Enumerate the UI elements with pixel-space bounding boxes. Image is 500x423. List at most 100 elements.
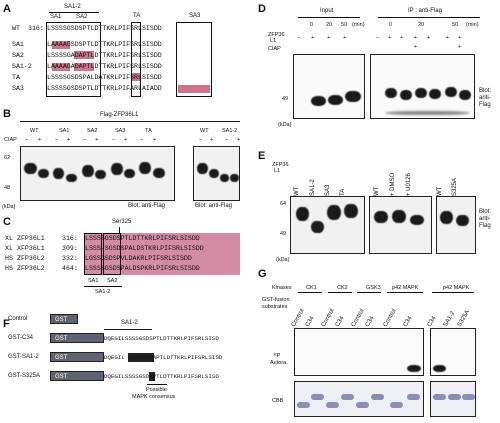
panel-b-title: Flag-ZFP36L1 [100,112,139,118]
panel-a-row-sa2-seq: LSSSSGADAPTLDTTKRLPIFSRLSISDD [47,52,162,59]
b-sign-7: + [124,137,128,143]
c-ser-arrow [119,227,120,233]
panel-a-row-wt-pos: 316: [28,25,44,32]
sa3-group-box [176,22,212,97]
e-lane-u0126: + U0126 [406,173,412,196]
e-blot-1 [290,196,365,254]
b-kda: (kDa) [2,204,16,210]
g-sub-0: Control [290,308,306,328]
f-row3-highlight [149,372,155,381]
e-lane-s325a: S325A [452,177,458,196]
c-row1-sp: XL [5,245,13,252]
panel-a-row-sa1-name: SA1 [12,41,24,48]
g-signal [407,365,421,372]
panel-b-label: B [3,108,11,120]
e-band [374,211,388,223]
g-32p: ³²P [273,353,281,359]
b-sign-8: − [140,137,144,143]
g-kinases: Kinases [272,285,292,291]
d-time-20b: 20 [418,22,425,28]
b-blot-label-2: Blot: anti-Flag [195,203,233,209]
g-cbb-band [448,394,461,400]
d-band [328,95,343,105]
g-cbb-band [371,394,384,400]
b-sign-0: − [25,137,29,143]
sa2-highlight [74,51,94,59]
g-cbb-band [356,402,369,408]
sa12-group-box [46,22,101,97]
d-blot-ip [370,54,475,119]
g-line-ck1 [298,292,322,293]
e-blot-2 [369,196,432,254]
panel-a-row-sa3-seq: LSSSSGSDSPTLDTTKRLPIFARLAIADD [47,85,162,92]
sa3-group-label: SA3 [189,13,201,19]
sa1-group-label: SA1 [50,14,62,20]
panel-a-row-ta-name: TA [12,74,20,81]
c-sa12-line [84,286,122,287]
c-row1-name: XFP36L1 [17,245,45,252]
c-pink-block [84,233,240,275]
c-sa12-label: SA1-2 [95,289,111,295]
c-row1-pos: 309: [62,245,78,252]
d-sign-b: + [311,35,315,41]
e-band [296,207,309,221]
g-cbb-band [311,394,324,400]
e-band [344,204,358,218]
g-k-ck1: CK1 [306,285,317,291]
f-row0-name: Control [8,316,28,322]
f-row3-name: GST-S325A [8,373,41,379]
e-lane-wt: WT [294,186,300,196]
e-lane-wt2: WT [374,186,380,196]
c-sa2-box [103,233,121,275]
g-sub-9: SA1-2 [442,310,457,328]
g-cbb-gel-1 [294,381,424,417]
sa12-highlight-b [74,63,94,71]
d-band-soft [385,111,470,115]
e-lane-dmso: + DMSO [390,172,396,196]
b-band [95,170,106,179]
d-blot1: Blot: [479,88,492,94]
c-row3-sp: HS [5,265,13,272]
b-blot-2 [193,146,240,201]
b-sign-2: − [55,137,59,143]
sa1-highlight [52,41,70,49]
panel-f-label: F [3,318,10,330]
sa12-bracket [49,12,99,13]
b-band [111,163,123,175]
d-time-0b: 0 [389,22,393,28]
g-k-p42a: p42 MAPK [392,285,419,291]
panel-a-row-sa3-name: SA3 [12,85,24,92]
c-row2-pos: 332: [62,255,78,262]
ta-highlight [132,73,140,81]
c-row0-sp: XL [5,235,13,242]
d-sign-e: − [376,35,380,41]
d-sign-j: + [446,35,450,41]
g-gst1: GST-fusion [262,297,290,303]
d-time-0: 0 [310,22,314,28]
g-gst2: substrates [262,304,288,310]
d-l1: L1 [270,38,277,44]
b-sign-10: − [199,137,203,143]
c-row2-name: ZFP36L2 [17,255,45,262]
b-band [38,169,49,178]
g-sub-1: C34 [304,315,316,328]
panel-a-row-sa2-name: SA2 [12,52,24,59]
b-lane-sa2: SA2 [87,128,98,134]
b-band [220,174,229,182]
panel-b-title-line [20,121,240,122]
e-band [440,211,453,224]
g-k-ck2: CK2 [337,285,348,291]
d-sign-l: + [414,44,418,50]
d-sign-h: + [414,35,418,41]
c-row2-sp: HS [5,255,13,262]
c-row3-pos: 464: [62,265,78,272]
e-blot1: Blot: [479,209,492,215]
e-lane-sa3: SA3 [325,184,331,196]
g-sub-4: Control [350,308,366,328]
f-row3-seq: DQEGILSSSSGSDAPTLDTTKRLPIFSRLSISD [104,373,219,380]
g-sub-6: Control [382,308,398,328]
e-band [392,210,406,223]
e-l1: L1 [274,168,281,174]
panel-e-label: E [258,150,266,162]
ta-group-label: TA [133,13,141,19]
